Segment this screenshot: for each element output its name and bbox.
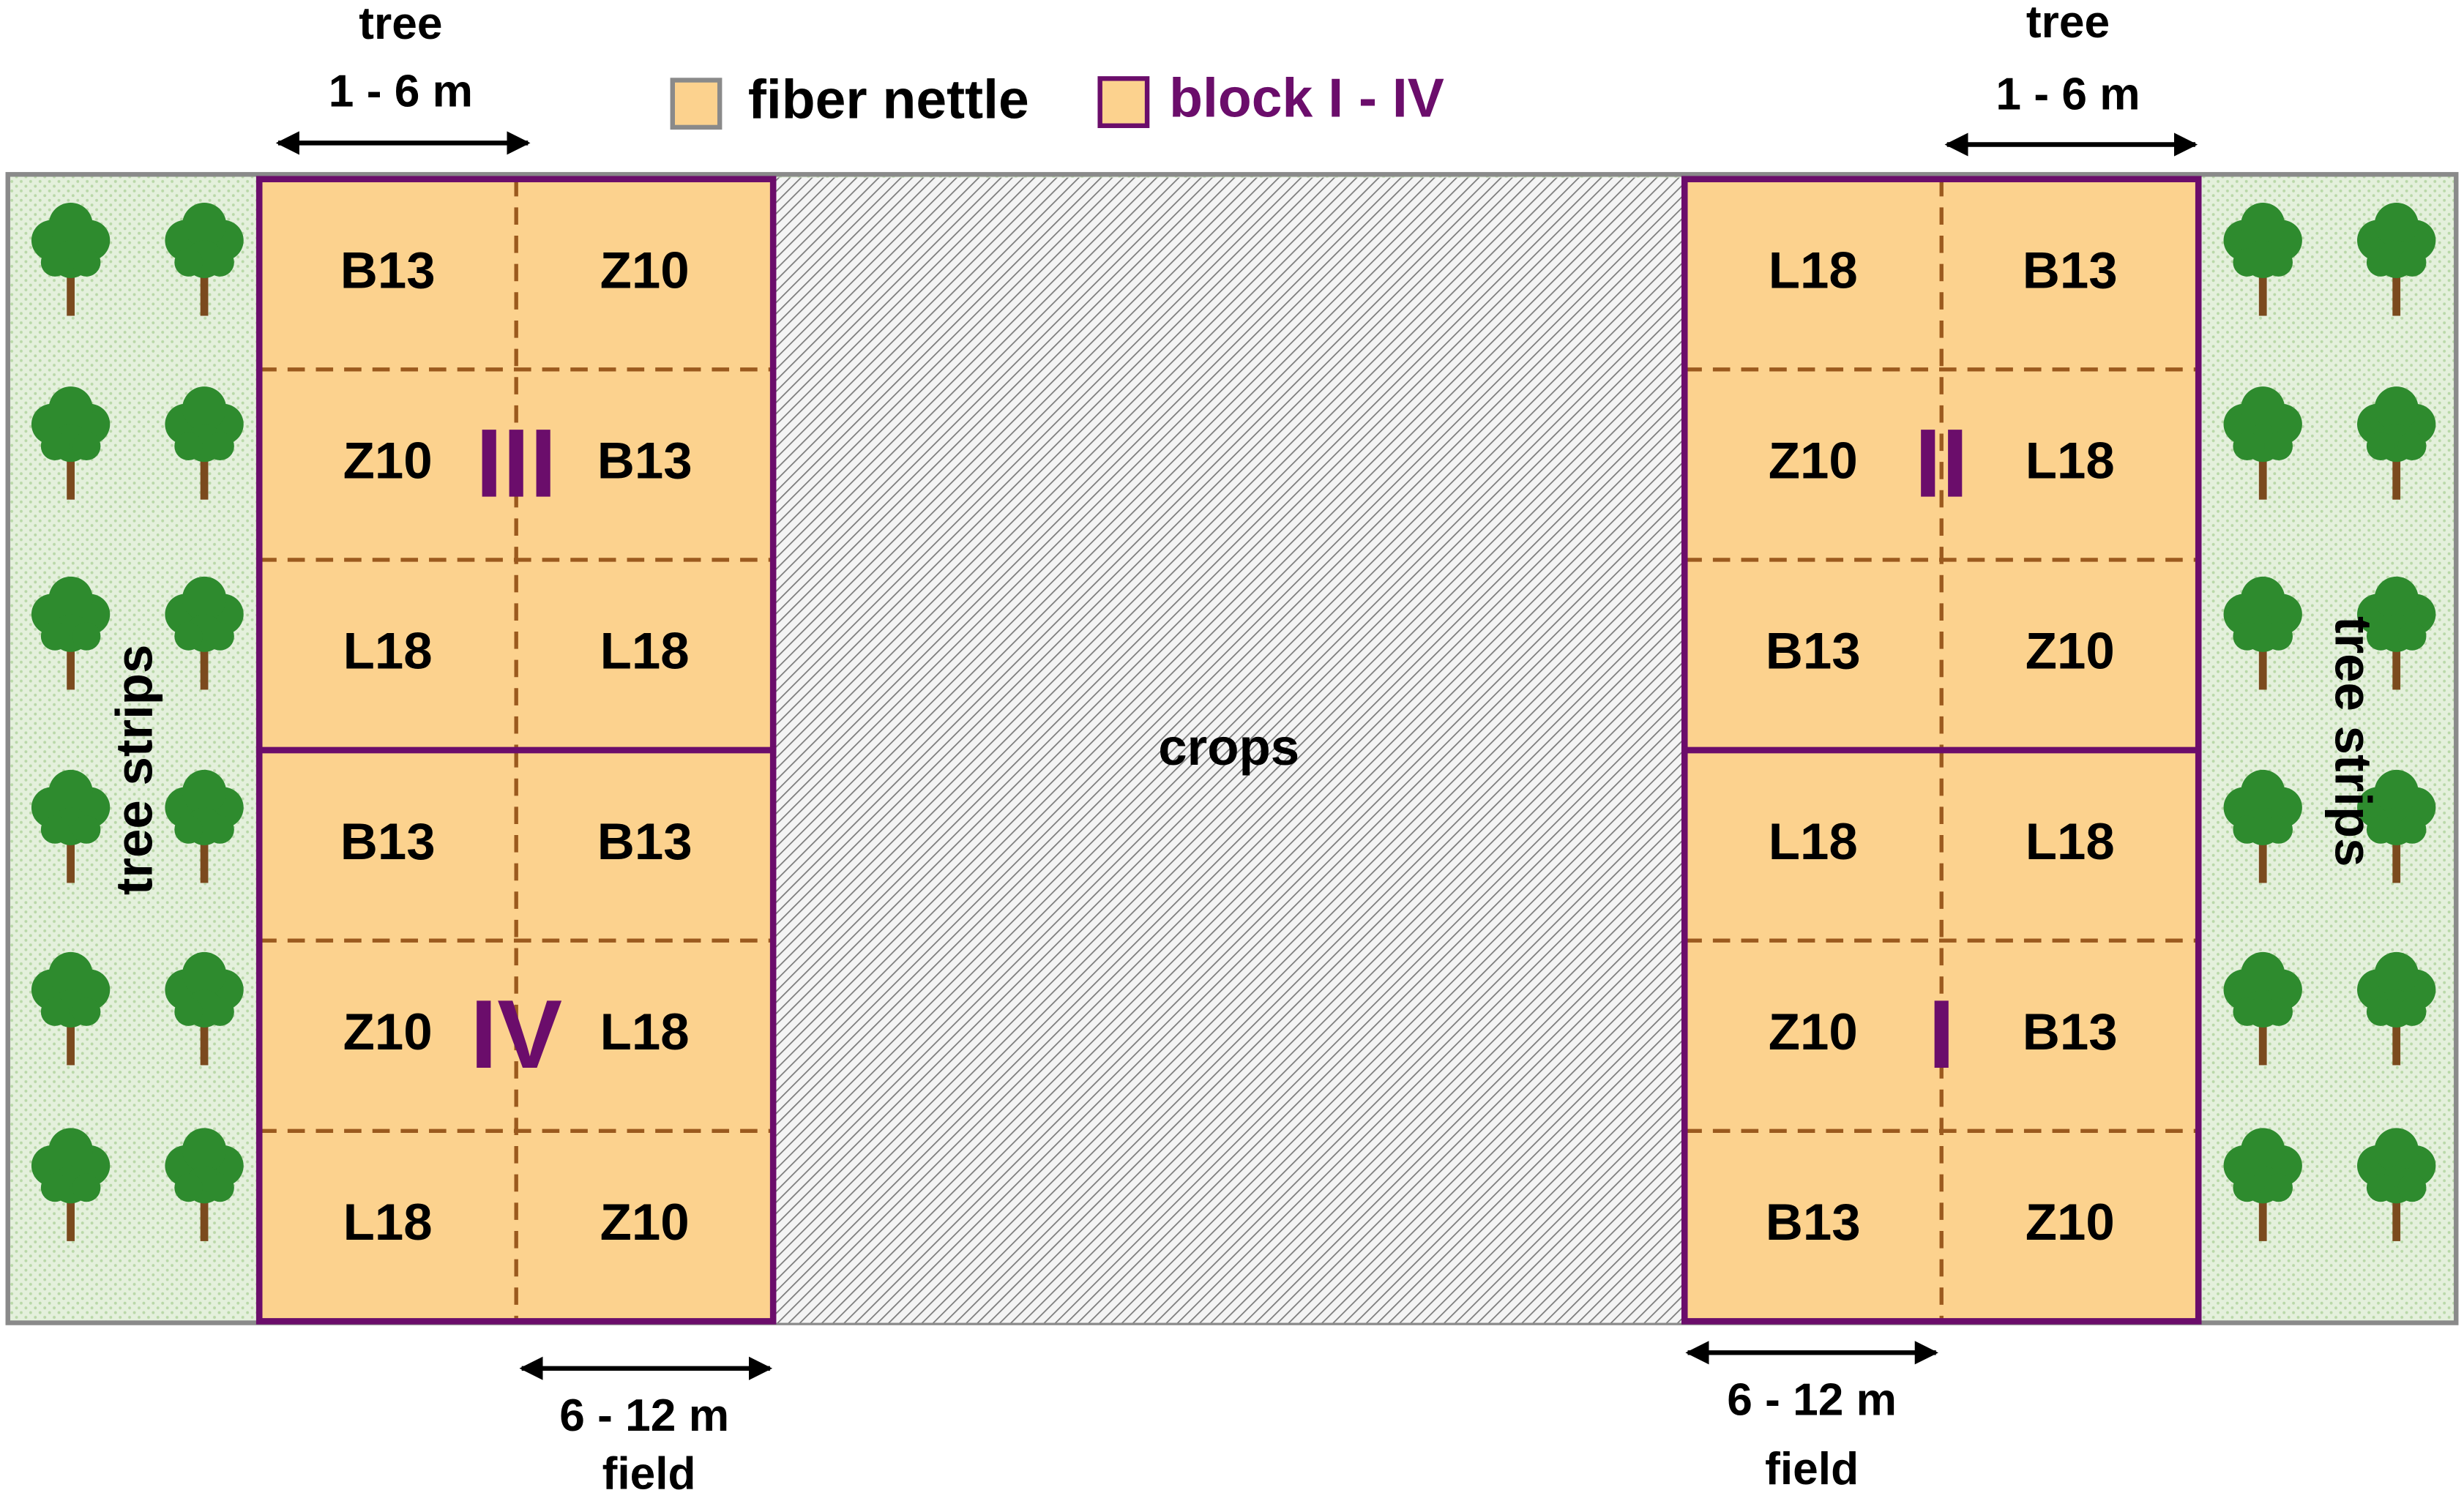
plot-label: L18: [600, 623, 690, 681]
dimension-label: tree: [359, 0, 442, 49]
legend-label: block I - IV: [1169, 67, 1444, 128]
crops-area: [773, 177, 1685, 1323]
plot-label: L18: [343, 1194, 433, 1251]
dimension-label: tree: [2026, 0, 2110, 48]
tree-strips-label: tree strips: [106, 645, 164, 896]
plot-label: L18: [2026, 433, 2115, 490]
dimension-label: 1 - 6 m: [329, 66, 473, 116]
plot-label: Z10: [343, 1003, 433, 1061]
plot-label: Z10: [343, 433, 433, 490]
plot-label: Z10: [1769, 1003, 1858, 1061]
dimension-label: 6 - 12 m: [1727, 1374, 1897, 1425]
dimension-label: field: [602, 1448, 696, 1499]
plot-label: B13: [597, 433, 692, 490]
legend-label: fiber nettle: [748, 69, 1029, 130]
block-numeral: IV: [470, 981, 562, 1089]
plot-label: Z10: [2026, 623, 2115, 681]
block-numeral: I: [1928, 981, 1955, 1089]
plot-label: B13: [2023, 242, 2118, 300]
plot-label: B13: [340, 242, 436, 300]
plot-label: B13: [2023, 1003, 2118, 1061]
plot-label: Z10: [600, 1194, 690, 1251]
crops-label: crops: [1158, 719, 1299, 776]
plot-label: B13: [340, 813, 436, 871]
plot-label: B13: [1766, 1194, 1861, 1251]
legend-swatch: [670, 78, 723, 130]
plot-label: L18: [1769, 242, 1858, 300]
block-numeral: III: [476, 410, 557, 518]
dimension-label: 1 - 6 m: [1996, 70, 2140, 120]
plot-label: L18: [343, 623, 433, 681]
plot-label: B13: [597, 813, 692, 871]
plot-label: Z10: [1769, 433, 1858, 490]
plot-label: L18: [2026, 813, 2115, 871]
plot-label: Z10: [2026, 1194, 2115, 1251]
dimension-label: field: [1765, 1444, 1859, 1494]
plot-label: Z10: [600, 242, 690, 300]
plot-label: L18: [1769, 813, 1858, 871]
dimension-label: 6 - 12 m: [559, 1390, 729, 1441]
tree-strips-label: tree strips: [2324, 616, 2382, 867]
plot-label: B13: [1766, 623, 1861, 681]
legend-swatch: [1097, 76, 1150, 128]
block-border: [255, 746, 777, 1325]
block-border: [1681, 746, 2202, 1325]
plot-label: L18: [600, 1003, 690, 1061]
block-numeral: II: [1914, 410, 1968, 518]
